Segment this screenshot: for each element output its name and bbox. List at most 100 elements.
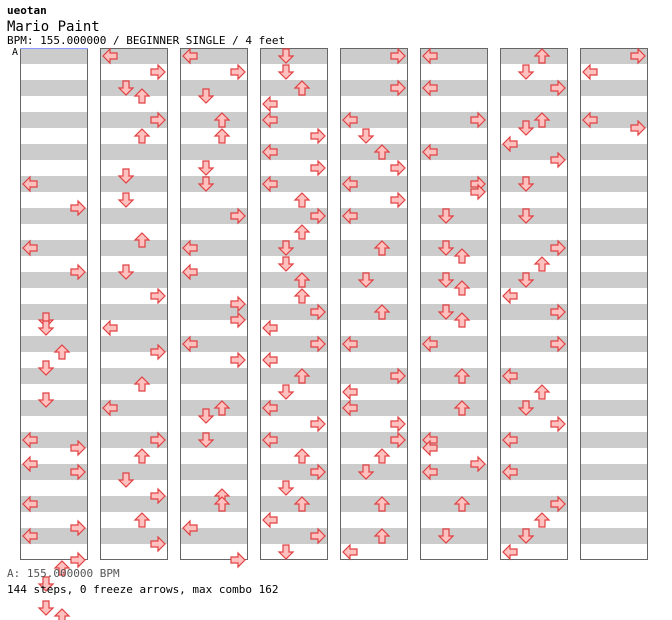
measure-stripe: [20, 272, 88, 288]
measure-stripe: [580, 496, 648, 512]
measure-stripe: [420, 336, 488, 352]
measure-stripe: [340, 368, 408, 384]
measure-stripe: [340, 432, 408, 448]
measure-stripe: [100, 496, 168, 512]
arrow-down-icon: [517, 120, 535, 136]
arrow-left-icon: [102, 399, 118, 417]
arrow-up-icon: [373, 496, 391, 512]
arrow-down-icon: [357, 272, 375, 288]
arrow-left-icon: [102, 47, 118, 65]
arrow-right-icon: [230, 311, 246, 329]
measure-stripe: [100, 368, 168, 384]
measure-stripe: [20, 400, 88, 416]
arrow-up-icon: [453, 368, 471, 384]
measure-stripe: [500, 336, 568, 352]
arrow-down-icon: [197, 88, 215, 104]
arrow-right-icon: [550, 79, 566, 97]
arrow-down-icon: [517, 208, 535, 224]
arrow-right-icon: [70, 263, 86, 281]
measure-stripe: [260, 80, 328, 96]
measure-stripe: [340, 304, 408, 320]
measure-stripe: [260, 336, 328, 352]
arrow-right-icon: [630, 119, 646, 137]
column-border: [500, 48, 568, 560]
column-border: [340, 48, 408, 560]
arrow-right-icon: [150, 431, 166, 449]
measure-stripe: [420, 528, 488, 544]
measure-stripe: [20, 144, 88, 160]
measure-stripe: [420, 208, 488, 224]
measure-stripe: [580, 80, 648, 96]
arrow-down-icon: [117, 168, 135, 184]
measure-stripe: [180, 336, 248, 352]
arrow-down-icon: [197, 408, 215, 424]
measure-stripe: [20, 528, 88, 544]
arrow-right-icon: [310, 159, 326, 177]
arrow-up-icon: [533, 48, 551, 64]
measure-stripe: [100, 80, 168, 96]
chart-column-5: [340, 48, 408, 560]
arrow-left-icon: [422, 47, 438, 65]
measure-stripe: [340, 336, 408, 352]
measure-stripe: [420, 464, 488, 480]
measure-stripe: [100, 48, 168, 64]
measure-stripe: [340, 528, 408, 544]
arrow-down-icon: [517, 400, 535, 416]
arrow-down-icon: [517, 272, 535, 288]
arrow-right-icon: [470, 111, 486, 129]
measure-stripe: [100, 272, 168, 288]
measure-stripe: [580, 112, 648, 128]
arrow-down-icon: [197, 176, 215, 192]
arrow-down-icon: [277, 480, 295, 496]
arrow-up-icon: [453, 248, 471, 264]
arrow-up-icon: [293, 272, 311, 288]
measure-stripe: [340, 240, 408, 256]
arrow-left-icon: [582, 111, 598, 129]
arrow-right-icon: [150, 535, 166, 553]
measure-stripe: [180, 368, 248, 384]
measure-stripe: [20, 48, 88, 64]
measure-stripe: [180, 464, 248, 480]
measure-stripe: [420, 432, 488, 448]
arrow-left-icon: [342, 111, 358, 129]
arrow-left-icon: [422, 335, 438, 353]
arrow-right-icon: [310, 335, 326, 353]
measure-stripe: [340, 496, 408, 512]
arrow-left-icon: [342, 543, 358, 561]
measure-stripe: [580, 464, 648, 480]
arrow-left-icon: [262, 511, 278, 529]
arrow-down-icon: [37, 360, 55, 376]
measure-stripe: [180, 432, 248, 448]
measure-stripe: [260, 112, 328, 128]
chart-info: BPM: 155.000000 / BEGINNER SINGLE / 4 fe…: [7, 34, 286, 47]
arrow-right-icon: [390, 415, 406, 433]
measure-stripe: [180, 400, 248, 416]
measure-stripe: [180, 112, 248, 128]
arrow-down-icon: [517, 64, 535, 80]
measure-stripe: [580, 272, 648, 288]
measure-stripe: [580, 432, 648, 448]
arrow-left-icon: [22, 455, 38, 473]
measure-stripe: [20, 336, 88, 352]
measure-stripe: [500, 272, 568, 288]
arrow-left-icon: [422, 439, 438, 457]
measure-stripe: [20, 304, 88, 320]
measure-stripe: [180, 144, 248, 160]
arrow-left-icon: [422, 143, 438, 161]
arrow-down-icon: [437, 528, 455, 544]
arrow-right-icon: [550, 239, 566, 257]
measure-stripe: [580, 176, 648, 192]
arrow-right-icon: [550, 415, 566, 433]
measure-stripe: [340, 48, 408, 64]
step-stats: 144 steps, 0 freeze arrows, max combo 16…: [7, 583, 279, 596]
arrow-up-icon: [53, 344, 71, 360]
arrow-left-icon: [502, 543, 518, 561]
measure-stripe: [500, 432, 568, 448]
arrow-right-icon: [550, 335, 566, 353]
measure-stripe: [420, 176, 488, 192]
arrow-left-icon: [502, 431, 518, 449]
arrow-right-icon: [70, 519, 86, 537]
arrow-right-icon: [310, 207, 326, 225]
measure-stripe: [420, 272, 488, 288]
measure-stripe: [500, 464, 568, 480]
